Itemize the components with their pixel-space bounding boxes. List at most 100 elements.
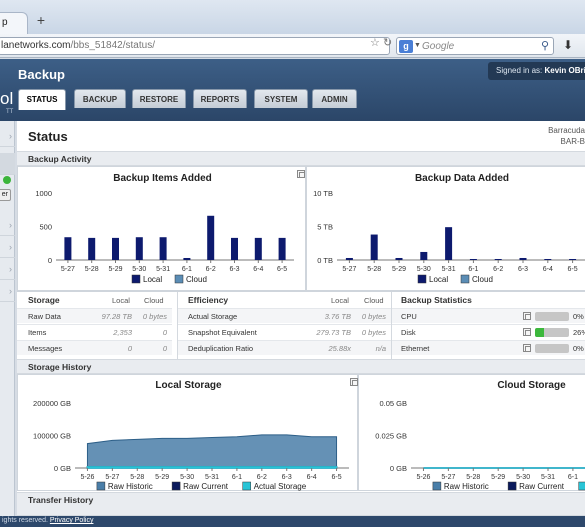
row-cloud: 0 bytes [142,312,167,321]
table-row: CPU 0% [392,308,585,323]
legend-swatch [96,481,106,491]
col-cloud: Cloud [364,296,384,305]
sidebar-item[interactable]: › [0,236,15,258]
tab-reports[interactable]: REPORTS [193,89,247,108]
search-bar[interactable]: g ▼ Google ⚲ [396,37,554,55]
sidebar-item[interactable] [0,153,15,175]
bar [519,257,527,260]
x-tick-label: 5-31 [442,266,456,273]
legend-swatch [174,274,184,284]
tab-system[interactable]: SYSTEM [254,89,308,108]
bar [254,237,262,260]
x-tick-label: 5-29 [392,266,406,273]
sidebar-button[interactable]: er [0,189,11,201]
signed-in-user[interactable]: Kevin OBrien [544,66,585,75]
row-cloud: 0 [162,344,167,353]
x-tick-label: 5-27 [342,266,356,273]
y-tick-label: 0.025 GB [375,432,407,441]
storage-table: Storage Local Cloud Raw Data 97.28 TB 0 … [17,292,172,362]
browser-nav-bar: lanetworks.com/bbs_51842/status/ ☆ ↻ g ▼… [0,34,585,58]
legend-swatch [242,481,251,491]
x-tick-label: 5-26 [80,474,94,481]
bar [183,257,191,260]
address-bar[interactable]: lanetworks.com/bbs_51842/status/ [0,37,390,55]
chart-title: Cloud Storage [497,380,566,391]
x-tick-label: 5-28 [85,266,99,273]
x-tick-label: 5-31 [541,474,555,481]
download-icon[interactable]: ⬇ [563,38,574,52]
sidebar-item[interactable]: › [0,214,15,236]
y-tick-label: 5 TB [317,223,333,232]
legend-swatch [171,481,181,491]
y-tick-label: 200000 GB [33,399,71,408]
browser-tab-title: p [2,17,8,28]
bar [345,257,353,260]
app-header: ol TT Backup Signed in as: Kevin OBrien … [0,59,585,121]
chart-title: Local Storage [155,380,222,391]
ethernet-meter [535,344,569,353]
chart-panel-items: Backup Items Added 1000 500 0 5-27 5-28 5-29 5… [17,166,306,291]
x-tick-label: 5-29 [155,474,169,481]
status-ok-icon [3,176,11,184]
legend-swatch [131,274,141,284]
row-cloud: n/a [375,344,386,353]
bar [569,258,577,260]
bar [395,257,403,260]
sidebar-item[interactable]: › [0,258,15,280]
bar [445,227,453,260]
y-tick-label: 0.05 GB [379,399,407,408]
tab-status[interactable]: STATUS [18,89,66,110]
meter-value: 26% [573,328,585,337]
chart-svg: 200000 GB 100000 GB 0 GB 5-26 5-27 5-28 5-29 5-… [33,399,349,491]
y-tick-label: 0 TB [317,256,333,265]
table-row: Ethernet 0% [392,340,585,355]
bookmark-star-icon[interactable]: ☆ [370,37,380,49]
expand-icon[interactable] [297,170,305,178]
reload-icon[interactable]: ↻ [383,37,393,49]
row-local: 0 [127,344,132,353]
x-tick-label: 6-3 [229,266,239,273]
y-tick-label: 0 GB [390,464,407,473]
row-cloud: 0 bytes [361,312,386,321]
expand-icon[interactable] [350,378,358,386]
legend-label: Raw Historic [108,482,153,491]
x-tick-label: 5-30 [516,474,530,481]
tab-backup[interactable]: BACKUP [74,89,126,108]
sidebar-item[interactable]: › [0,280,15,302]
row-label: Items [28,328,47,337]
google-icon[interactable]: g [399,40,413,53]
main-content: Status Barracuda BAR-B Backup Activity B… [17,121,585,516]
table-row: Raw Data 97.28 TB 0 bytes [17,308,172,323]
url-path: /bbs_51842/status/ [70,40,155,51]
tab-admin[interactable]: ADMIN [312,89,357,108]
new-tab-button[interactable]: + [36,12,46,28]
legend-swatch [460,274,470,284]
table-row: Snapshot Equivalent 279.73 TB 0 bytes [178,324,391,339]
graph-icon[interactable] [523,344,531,352]
x-tick-label: 6-5 [331,474,341,481]
y-tick-label: 0 GB [54,464,71,473]
graph-icon[interactable] [523,312,531,320]
chart-svg: 0.05 GB 0.025 GB 0 GB 5-26 5-27 5-28 5-29 5-30 5… [375,399,585,491]
bar [64,237,72,260]
privacy-policy-link[interactable]: Privacy Policy [49,517,94,524]
sidebar-item[interactable]: › [0,125,15,147]
device-info: Barracuda BAR-B [548,125,585,147]
x-tick-label: 6-5 [277,266,287,273]
x-tick-label: 5-29 [491,474,505,481]
footer: ights reserved. Privacy Policy [0,516,585,527]
tab-restore[interactable]: RESTORE [132,89,186,108]
device-serial: BAR-B [560,137,585,146]
efficiency-table: Efficiency Local Cloud Actual Storage 3.… [177,292,391,362]
section-storage-history: Storage History [17,359,585,374]
col-cloud: Cloud [144,296,164,305]
bar [159,237,167,260]
row-cloud: 0 bytes [361,328,386,337]
browser-tab-strip: p + [0,0,585,34]
graph-icon[interactable] [523,328,531,336]
browser-tab[interactable]: p [0,12,28,34]
backup-statistics-title: Backup Statistics [401,295,472,305]
search-icon[interactable]: ⚲ [540,40,549,52]
x-tick-label: 6-5 [568,266,578,273]
chevron-down-icon[interactable]: ▼ [414,42,421,49]
